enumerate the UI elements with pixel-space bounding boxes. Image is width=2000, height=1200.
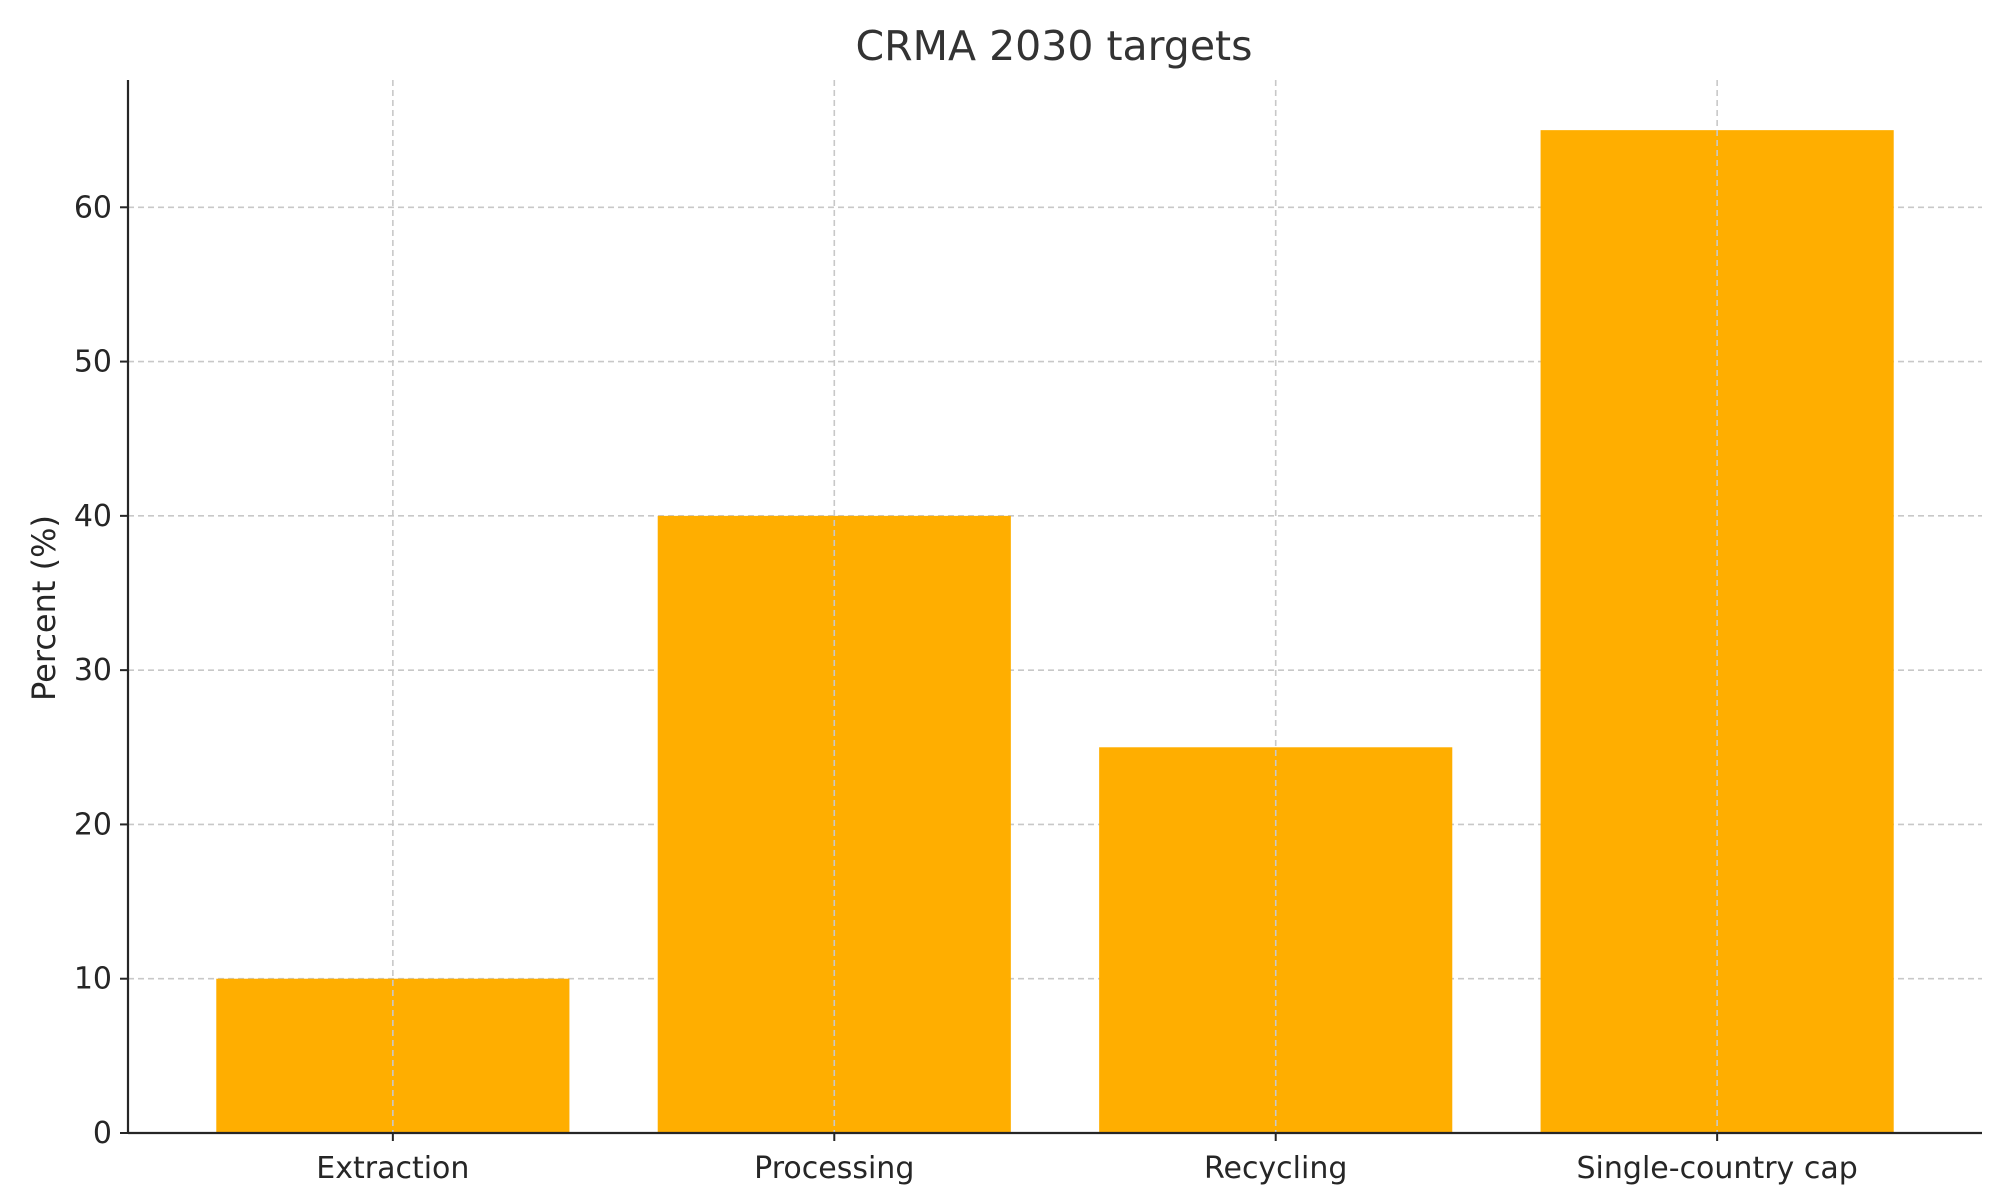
bars — [216, 130, 1894, 1134]
x-tick-label: Extraction — [316, 1151, 469, 1186]
y-tick-label: 40 — [74, 499, 112, 534]
y-axis-label: Percent (%) — [25, 515, 63, 701]
x-tick-label: Processing — [754, 1151, 914, 1186]
x-axis-ticks: Extraction Processing Recycling Single-coun… — [316, 1133, 1858, 1186]
y-tick-label: 50 — [74, 345, 112, 380]
axes — [126, 80, 1982, 1135]
y-axis-ticks: 0 10 20 30 40 50 60 — [74, 190, 128, 1151]
y-tick-label: 60 — [74, 190, 112, 225]
chart-title: CRMA 2030 targets — [856, 22, 1253, 70]
y-tick-label: 10 — [74, 962, 112, 997]
vertical-grid — [392, 80, 1718, 1133]
y-tick-label: 20 — [74, 807, 112, 842]
y-tick-label: 0 — [93, 1116, 112, 1151]
x-tick-label: Single-country cap — [1577, 1151, 1858, 1186]
x-tick-label: Recycling — [1204, 1151, 1347, 1186]
y-tick-label: 30 — [74, 653, 112, 688]
